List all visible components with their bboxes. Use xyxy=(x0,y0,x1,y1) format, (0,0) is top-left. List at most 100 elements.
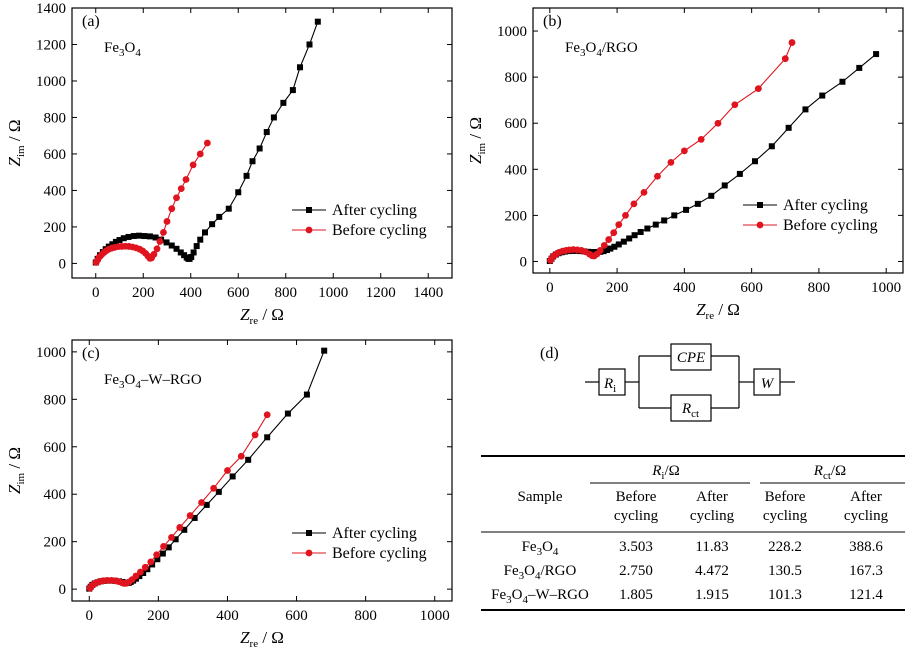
data-point xyxy=(216,213,223,220)
data-point xyxy=(125,233,132,240)
table-subheader: cycling xyxy=(844,508,889,524)
panel-label: (b) xyxy=(543,13,562,30)
data-point xyxy=(132,572,140,580)
axis-title-sub: re xyxy=(250,638,259,650)
data-point xyxy=(596,247,604,254)
data-point xyxy=(224,467,231,474)
text-run: –W–RGO xyxy=(527,587,589,603)
legend-marker xyxy=(305,226,313,234)
data-point xyxy=(856,64,863,71)
text-run: O xyxy=(524,563,535,579)
data-point xyxy=(785,124,792,131)
x-tick-label: 800 xyxy=(275,285,298,301)
data-point xyxy=(263,129,270,136)
data-point xyxy=(112,238,119,245)
data-point xyxy=(615,241,622,248)
text-run: Fe xyxy=(104,372,119,388)
data-point xyxy=(873,51,880,58)
subscript: 4 xyxy=(135,47,141,59)
y-tick-label: 1000 xyxy=(36,74,66,90)
data-point xyxy=(150,250,158,258)
axis-title-sub: im xyxy=(15,472,27,484)
x-tick-label: 1000 xyxy=(318,285,348,301)
data-point xyxy=(181,526,188,533)
data-point xyxy=(186,512,194,519)
cpe-label: CPE xyxy=(677,350,705,366)
axis-title-sub: im xyxy=(15,145,27,157)
axis-title-main: Z xyxy=(240,628,250,647)
w-box xyxy=(753,368,781,396)
data-point xyxy=(135,232,142,239)
data-point xyxy=(203,501,210,508)
data-point xyxy=(147,558,155,566)
data-point xyxy=(306,41,313,48)
data-point xyxy=(225,205,232,212)
data-point xyxy=(182,176,190,183)
y-tick-label: 1000 xyxy=(497,24,527,40)
data-point xyxy=(270,114,277,121)
subscript: 4 xyxy=(135,379,141,391)
subscript: 3 xyxy=(506,594,512,606)
x-tick-label: 400 xyxy=(673,280,696,296)
x-tick-label: 200 xyxy=(132,285,155,301)
legend-marker xyxy=(306,207,312,213)
subscript: 3 xyxy=(537,546,543,558)
table-subheader: After xyxy=(696,489,728,505)
data-point xyxy=(172,536,179,543)
x-tick-label: 1400 xyxy=(413,285,443,301)
table-cell: 121.4 xyxy=(849,587,883,603)
data-point xyxy=(768,143,775,150)
plot-frame xyxy=(71,7,453,279)
data-point xyxy=(116,237,123,244)
text-run: Fe xyxy=(522,539,537,555)
y-tick-label: 0 xyxy=(520,254,528,270)
plot-frame xyxy=(532,7,904,274)
axis-title-unit: / Ω xyxy=(258,628,284,647)
axis-title-main: Z xyxy=(466,154,485,164)
data-point xyxy=(130,233,137,240)
y-tick-label: 400 xyxy=(44,183,67,199)
table-cell: 3.503 xyxy=(619,539,653,555)
x-tick-label: 1000 xyxy=(871,280,901,296)
table-header-sample: Sample xyxy=(518,489,563,505)
data-point xyxy=(153,245,161,253)
data-point xyxy=(196,150,204,158)
data-point xyxy=(683,206,690,213)
y-axis-title: Zim / Ω xyxy=(5,447,27,494)
data-point xyxy=(289,87,296,94)
x-axis-title: Zre / Ω xyxy=(240,305,284,327)
data-point xyxy=(708,192,715,199)
data-point xyxy=(197,236,204,243)
data-point xyxy=(667,158,675,166)
data-point xyxy=(297,64,303,71)
table-cell-sample: Fe3O4/RGO xyxy=(504,563,577,582)
table-subheader: cycling xyxy=(614,508,659,524)
data-point xyxy=(210,484,218,492)
axis-title-unit: / Ω xyxy=(714,300,740,319)
x-axis-title: Zre / Ω xyxy=(240,628,284,650)
data-point xyxy=(243,172,250,179)
table-header-ri: Ri/Ω xyxy=(651,463,680,482)
y-tick-label: 800 xyxy=(44,110,67,126)
cpe-box xyxy=(670,343,712,371)
y-tick-label: 600 xyxy=(505,116,528,132)
axis-title-main: Z xyxy=(5,484,24,494)
rct-box xyxy=(670,394,712,422)
legend-label: Before cycling xyxy=(332,545,427,562)
data-point xyxy=(610,229,618,237)
text-run: O xyxy=(125,40,136,56)
data-point xyxy=(154,556,161,563)
y-tick-label: 200 xyxy=(44,535,67,551)
data-point xyxy=(168,205,176,213)
data-point xyxy=(752,158,758,165)
data-point xyxy=(637,228,644,235)
data-point xyxy=(168,242,175,249)
legend-label: After cycling xyxy=(332,202,417,219)
y-tick-label: 400 xyxy=(44,487,67,503)
data-point xyxy=(622,211,629,219)
w-label: W xyxy=(761,376,775,392)
data-point xyxy=(229,473,236,480)
data-point xyxy=(754,85,762,93)
data-point xyxy=(630,200,638,208)
